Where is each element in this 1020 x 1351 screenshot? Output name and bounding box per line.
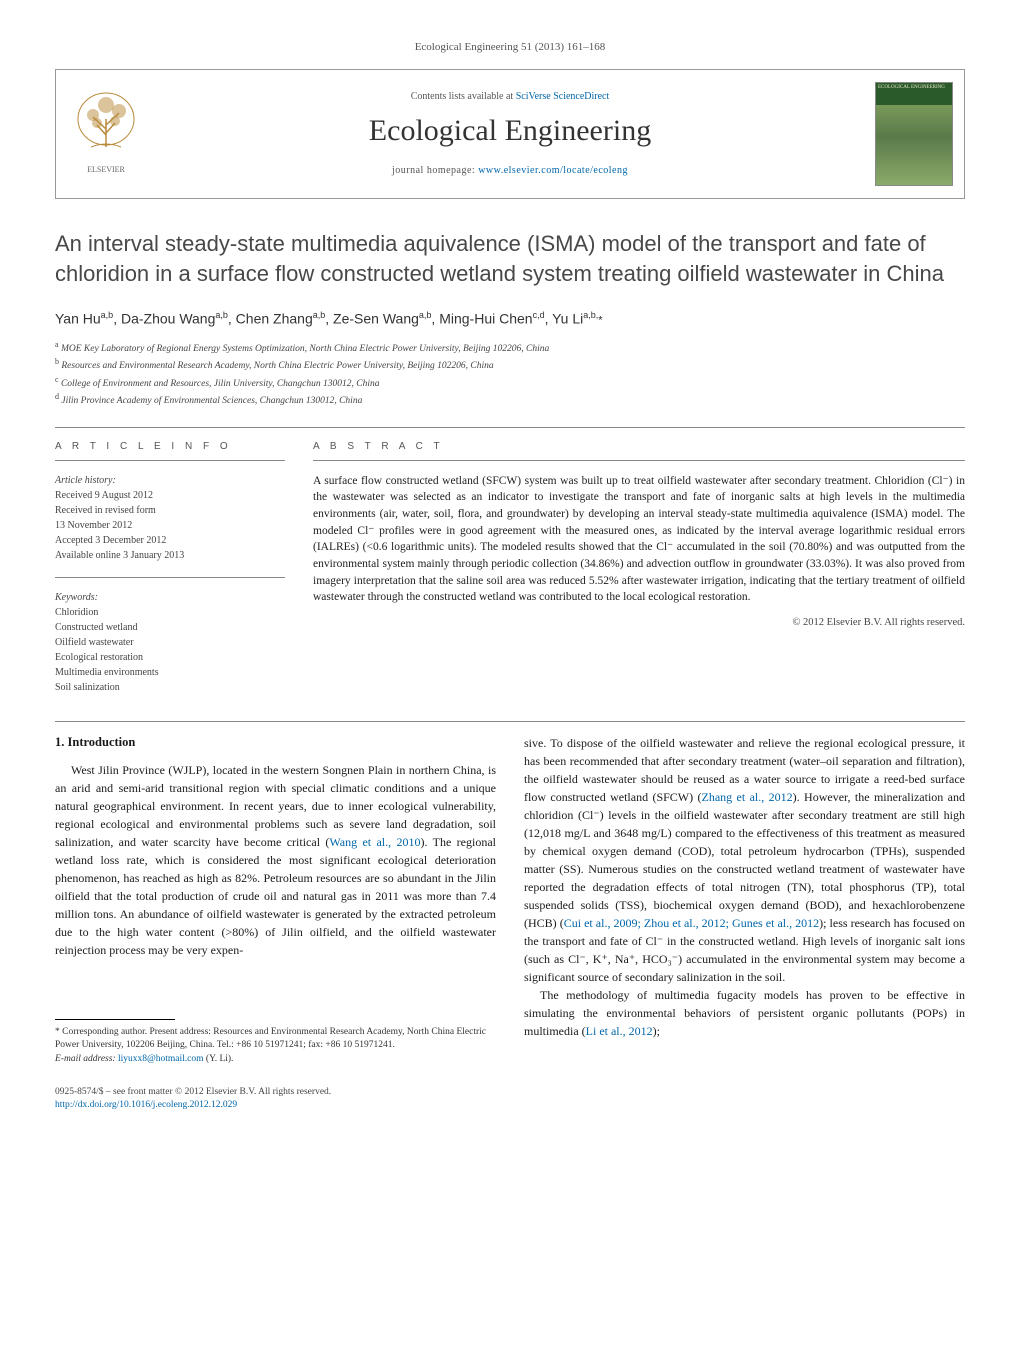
- citation-link[interactable]: Wang et al., 2010: [329, 835, 420, 849]
- issn-line: 0925-8574/$ – see front matter © 2012 El…: [55, 1086, 965, 1099]
- journal-name: Ecological Engineering: [369, 110, 651, 152]
- email-suffix: (Y. Li).: [204, 1054, 234, 1064]
- divider: [313, 460, 965, 461]
- footnote-separator: [55, 1019, 175, 1020]
- left-column: 1. Introduction West Jilin Province (WJL…: [55, 734, 496, 1066]
- history-lines: Received 9 August 2012Received in revise…: [55, 488, 285, 563]
- sciencedirect-link[interactable]: SciVerse ScienceDirect: [516, 91, 610, 102]
- article-title: An interval steady-state multimedia aqui…: [55, 229, 965, 288]
- svg-text:ELSEVIER: ELSEVIER: [87, 165, 125, 174]
- publisher-logo-cell: ELSEVIER: [56, 70, 156, 198]
- homepage-line: journal homepage: www.elsevier.com/locat…: [392, 164, 628, 178]
- email-line: E-mail address: liyuxx8@hotmail.com (Y. …: [55, 1053, 496, 1066]
- abstract-text: A surface flow constructed wetland (SFCW…: [313, 473, 965, 606]
- cover-image: [876, 105, 952, 185]
- corr-text: * Corresponding author. Present address:…: [55, 1026, 496, 1053]
- abstract-label: A B S T R A C T: [313, 440, 965, 454]
- abstract-column: A B S T R A C T A surface flow construct…: [313, 440, 965, 695]
- citation-link[interactable]: Li et al., 2012: [586, 1024, 653, 1038]
- cover-title: ECOLOGICAL ENGINEERING: [876, 83, 952, 105]
- journal-reference: Ecological Engineering 51 (2013) 161–168: [55, 40, 965, 55]
- keywords-block: Keywords: ChloridionConstructed wetlandO…: [55, 590, 285, 695]
- body-paragraph: West Jilin Province (WJLP), located in t…: [55, 761, 496, 959]
- divider: [55, 460, 285, 461]
- keywords-label: Keywords:: [55, 590, 285, 605]
- body-paragraph: sive. To dispose of the oilfield wastewa…: [524, 734, 965, 986]
- cover-thumb-cell: ECOLOGICAL ENGINEERING: [864, 70, 964, 198]
- abstract-copyright: © 2012 Elsevier B.V. All rights reserved…: [313, 616, 965, 631]
- divider: [55, 577, 285, 578]
- article-info-column: A R T I C L E I N F O Article history: R…: [55, 440, 285, 695]
- article-info-label: A R T I C L E I N F O: [55, 440, 285, 454]
- body-paragraph: The methodology of multimedia fugacity m…: [524, 986, 965, 1040]
- corresponding-author-footnote: * Corresponding author. Present address:…: [55, 1026, 496, 1066]
- article-history: Article history: Received 9 August 2012R…: [55, 473, 285, 563]
- page: Ecological Engineering 51 (2013) 161–168…: [0, 0, 1020, 1163]
- keywords-lines: ChloridionConstructed wetlandOilfield wa…: [55, 605, 285, 695]
- journal-homepage-link[interactable]: www.elsevier.com/locate/ecoleng: [478, 165, 628, 176]
- header-center: Contents lists available at SciVerse Sci…: [156, 70, 864, 198]
- author-list: Yan Hua,b, Da-Zhou Wanga,b, Chen Zhanga,…: [55, 309, 965, 329]
- journal-header: ELSEVIER Contents lists available at Sci…: [55, 69, 965, 199]
- affiliations: a MOE Key Laboratory of Regional Energy …: [55, 339, 965, 409]
- email-label: E-mail address:: [55, 1054, 118, 1064]
- section-heading: 1. Introduction: [55, 734, 496, 752]
- right-column: sive. To dispose of the oilfield wastewa…: [524, 734, 965, 1066]
- contents-line: Contents lists available at SciVerse Sci…: [411, 90, 610, 104]
- body-columns: 1. Introduction West Jilin Province (WJL…: [55, 734, 965, 1066]
- divider: [55, 721, 965, 722]
- doi-link[interactable]: http://dx.doi.org/10.1016/j.ecoleng.2012…: [55, 1100, 237, 1110]
- history-label: Article history:: [55, 473, 285, 488]
- divider: [55, 427, 965, 428]
- elsevier-tree-icon: ELSEVIER: [71, 89, 141, 179]
- journal-cover-thumbnail: ECOLOGICAL ENGINEERING: [875, 82, 953, 186]
- citation-link[interactable]: Cui et al., 2009; Zhou et al., 2012; Gun…: [564, 916, 819, 930]
- info-abstract-row: A R T I C L E I N F O Article history: R…: [55, 440, 965, 695]
- contents-prefix: Contents lists available at: [411, 91, 516, 102]
- homepage-prefix: journal homepage:: [392, 165, 478, 176]
- bottom-meta: 0925-8574/$ – see front matter © 2012 El…: [55, 1086, 965, 1113]
- corr-email-link[interactable]: liyuxx8@hotmail.com: [118, 1054, 204, 1064]
- citation-link[interactable]: Zhang et al., 2012: [702, 790, 793, 804]
